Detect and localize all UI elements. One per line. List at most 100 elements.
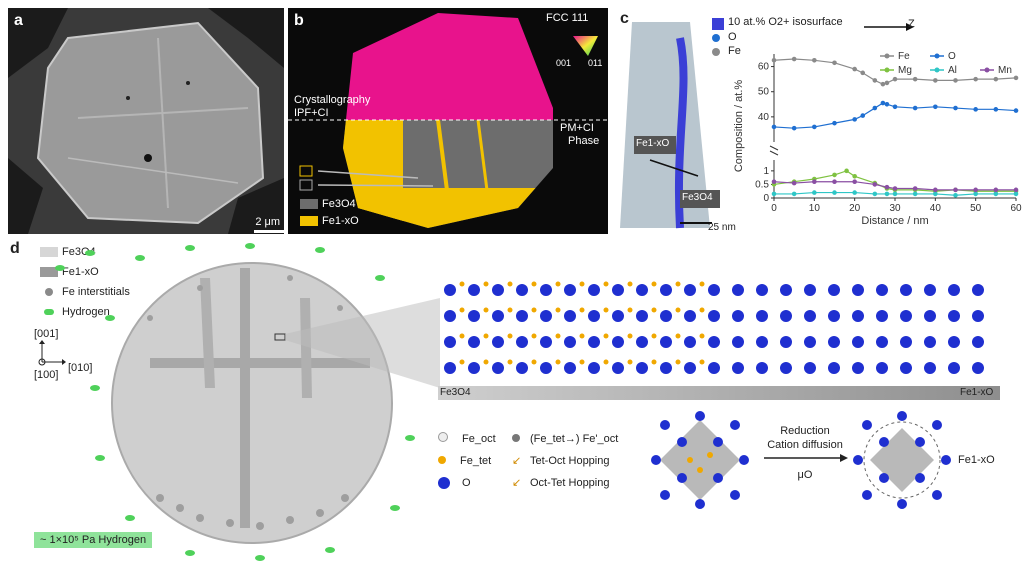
- fe-oct-prime-icon: [512, 434, 520, 442]
- oxygen-atom: [948, 310, 960, 322]
- oxygen-atom: [756, 336, 768, 348]
- oxygen-atom: [636, 310, 648, 322]
- crystallography-note: Crystallography: [294, 94, 371, 106]
- oxygen-atom: [540, 284, 552, 296]
- rocksalt-cluster-graphic: [853, 411, 951, 509]
- sem-grain-graphic: [8, 8, 284, 234]
- oxygen-atom: [516, 336, 528, 348]
- fe-tet-atom: [579, 359, 585, 365]
- fe-oct-icon: [438, 432, 448, 442]
- oxygen-atom: [588, 284, 600, 296]
- data-point-o: [832, 120, 837, 126]
- reaction-reduction-text: Reduction: [780, 425, 830, 437]
- data-point-al: [993, 191, 999, 197]
- legend-label-fe3o4: Fe3O4: [322, 198, 356, 210]
- fe-tet-atom: [483, 359, 489, 365]
- fe-tet-atom: [507, 359, 513, 365]
- fe-tet-atom: [675, 307, 681, 313]
- fe-tet-atom: [603, 333, 609, 339]
- data-point-mn: [912, 186, 918, 191]
- oxygen-atom: [684, 362, 696, 374]
- oxygen-atom: [900, 362, 912, 374]
- fe-tet-atom: [459, 359, 465, 365]
- x-tick-label: 20: [849, 203, 861, 214]
- axis-001-label: [001]: [34, 328, 59, 340]
- data-point-fe: [852, 66, 857, 72]
- data-point-fe: [791, 56, 797, 62]
- fe-tet-atom: [531, 333, 537, 339]
- legend-label-o: O: [948, 51, 956, 62]
- oxygen-atom: [516, 310, 528, 322]
- fe-tet-atom: [699, 359, 705, 365]
- legend-interstitial-dot: [45, 288, 53, 297]
- legend-label-mn: Mn: [998, 65, 1012, 76]
- fe-tet-atom: [459, 281, 465, 287]
- fe-tet-atom: [507, 333, 513, 339]
- fe-tet-atom: [603, 359, 609, 365]
- y-tick-label-upper: 40: [758, 112, 770, 123]
- oxygen-atom: [468, 310, 480, 322]
- atom-legend-feoct-prime-row: (Fe_tet→) Fe'_oct: [512, 428, 618, 450]
- data-point-o: [812, 124, 817, 130]
- data-point-fe: [771, 57, 777, 63]
- fe-tet-atom: [627, 333, 633, 339]
- legend-marker-mg: [884, 67, 890, 73]
- data-point-al: [953, 192, 958, 198]
- legend-label-fe: Fe: [728, 45, 741, 57]
- atom-legend-oct-tet-row: ↙ Oct-Tet Hopping: [512, 472, 618, 494]
- data-point-fe: [1013, 75, 1019, 81]
- phase-legend-fe1xo: Fe1-xO: [300, 215, 359, 227]
- legend-fe1xo-text: Fe1-xO: [62, 266, 99, 278]
- data-point-al: [1013, 191, 1019, 197]
- oct-tet-hop-icon: ↙: [512, 477, 522, 489]
- fe-tet-atom: [627, 359, 633, 365]
- product-phase-label: Fe1-xO: [958, 454, 995, 466]
- ipf-corner-001: 001: [556, 58, 572, 68]
- oxygen-atom: [828, 336, 840, 348]
- gradient-bar-left-label: Fe3O4: [440, 387, 471, 398]
- series-line-al: [774, 191, 1016, 196]
- data-point-o: [953, 105, 958, 111]
- fe-tet-atom: [603, 281, 609, 287]
- oxygen-atom: [828, 362, 840, 374]
- oxygen-atom: [900, 310, 912, 322]
- data-point-al: [812, 190, 817, 195]
- tet-oct-hop-label: Tet-Oct Hopping: [530, 455, 610, 467]
- data-point-o: [872, 105, 878, 111]
- oxygen-atom: [756, 284, 768, 296]
- oxygen-label: O: [462, 477, 471, 489]
- panel-d-letter: d: [10, 240, 20, 257]
- data-point-mn: [892, 186, 898, 191]
- legend-hydrogen-text: Hydrogen: [62, 306, 110, 318]
- oxygen-atom: [588, 310, 600, 322]
- panel-a-letter: a: [14, 12, 23, 29]
- fe-tet-atom: [555, 307, 561, 313]
- data-point-mn: [812, 179, 817, 185]
- x-tick-label: 0: [771, 203, 777, 214]
- fe-tet-atom: [627, 281, 633, 287]
- oxygen-atom: [756, 310, 768, 322]
- fe-tet-atom: [651, 333, 657, 339]
- z-axis-label: Z: [908, 18, 915, 30]
- data-point-fe: [884, 80, 890, 86]
- fe-tet-atom: [651, 359, 657, 365]
- oxygen-atom: [780, 310, 792, 322]
- atom-legend-left: Fe_oct Fe_tet O: [438, 428, 496, 494]
- oxygen-atom: [732, 284, 744, 296]
- legend-swatch-fe3o4: [300, 199, 318, 210]
- oxygen-atom: [804, 362, 816, 374]
- oxygen-atom: [804, 310, 816, 322]
- x-axis-title: Distance / nm: [861, 215, 928, 227]
- oxygen-atom: [780, 284, 792, 296]
- oxygen-atom: [780, 362, 792, 374]
- legend-label-mg: Mg: [898, 65, 912, 76]
- composition-gradient-bar: [438, 386, 1000, 400]
- oxygen-atom: [636, 362, 648, 374]
- fe-tet-atom: [483, 333, 489, 339]
- pm-ci-note: PM+CI: [560, 122, 594, 134]
- fe-tet-atom: [675, 281, 681, 287]
- reduced-particle-graphic: [55, 243, 440, 561]
- oxygen-atom: [948, 336, 960, 348]
- data-point-al: [872, 191, 878, 197]
- data-point-fe: [892, 76, 898, 82]
